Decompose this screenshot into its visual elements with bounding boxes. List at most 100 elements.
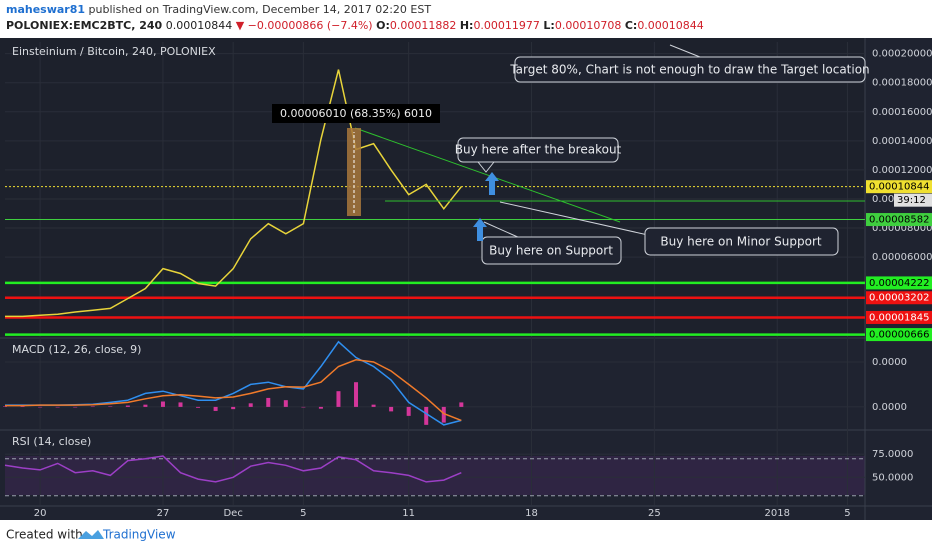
histogram-bar <box>389 406 394 412</box>
annotation: Target 80%, Chart is not enough to draw … <box>509 63 869 77</box>
histogram-bar <box>248 403 253 407</box>
y-tick-label: 0.00006000 <box>872 252 932 263</box>
trendline <box>354 127 621 223</box>
histogram-bar <box>231 406 236 410</box>
callout <box>457 137 619 163</box>
price-level-label: 0.00001845 <box>869 312 929 323</box>
histogram-bar <box>90 406 95 407</box>
countdown-tag <box>894 193 932 207</box>
histogram-bar <box>424 406 429 425</box>
histogram-bar <box>406 406 411 416</box>
histogram-bar <box>125 405 130 407</box>
histogram-bar <box>371 404 376 407</box>
callout <box>514 56 866 83</box>
price-level-tag <box>866 291 932 305</box>
ohlc-value: 0.00011882 <box>390 19 456 32</box>
histogram-bar <box>20 406 25 407</box>
histogram-bar <box>38 406 43 408</box>
symbol: POLONIEX:EMC2BTC, 240 <box>6 19 163 32</box>
histogram-bar <box>318 406 323 409</box>
series-line <box>4 455 462 483</box>
series-line <box>5 69 462 318</box>
price-level-tag <box>866 328 932 342</box>
y-tick-label: 0.0000 <box>872 402 907 413</box>
drawings: 0.00006010 (68.35%) 6010 Target 80%, Cha… <box>272 44 932 342</box>
callout-pointer <box>669 44 701 58</box>
y-tick-label: 50.0000 <box>872 472 913 483</box>
x-tick-label: Dec <box>223 508 242 519</box>
series-line <box>5 359 462 422</box>
pane-title: Einsteinium / Bitcoin, 240, POLONIEX <box>12 45 216 58</box>
measure-label-bg <box>272 104 440 123</box>
countdown: 39:12 <box>897 195 926 206</box>
pane-title: MACD (12, 26, close, 9) <box>12 343 141 356</box>
price-level-label: 0.00004222 <box>869 278 929 289</box>
y-tick-label: 0.00018000 <box>872 78 932 89</box>
histogram-bar <box>301 406 306 408</box>
footer-bg <box>0 520 932 550</box>
histogram-bar <box>459 402 464 407</box>
price-level-label: 0.00000666 <box>869 330 929 341</box>
header-line-1: maheswar81 published on TradingView.com,… <box>6 3 431 16</box>
histogram-bar <box>143 404 148 407</box>
histogram-bar <box>3 406 7 407</box>
histogram-bar <box>336 391 341 407</box>
x-tick-label: 20 <box>34 508 47 519</box>
annotation: Buy here on Minor Support <box>660 235 821 249</box>
header-line-2: POLONIEX:EMC2BTC, 240 0.00010844 ▼ −0.00… <box>6 19 704 32</box>
ohlc-label: O: <box>376 19 390 32</box>
annotation: Buy here after the breakout <box>455 143 622 157</box>
ohlc-value: 0.00010708 <box>555 19 621 32</box>
arrow-up <box>485 172 499 195</box>
price-level-tag <box>866 213 932 227</box>
price-level-label: 0.00008582 <box>869 215 929 226</box>
last-price: 0.00010844 <box>166 19 232 32</box>
y-tick-label: 75.0000 <box>872 449 913 460</box>
pane-title: RSI (14, close) <box>12 435 91 448</box>
rsi-band-fill <box>5 456 865 495</box>
histogram-bar <box>178 402 183 407</box>
ohlc-value: 0.00011977 <box>473 19 539 32</box>
annotation: Buy here on Support <box>489 244 613 258</box>
histogram-bar <box>354 382 359 407</box>
y-tick-label: 0.00008000 <box>872 223 932 234</box>
histogram-bar <box>73 406 78 408</box>
callout-pointer <box>499 201 649 236</box>
histogram-bar <box>55 406 60 408</box>
arrow-up <box>473 218 487 241</box>
y-tick-label: 0.00014000 <box>872 136 932 147</box>
callout <box>644 227 839 256</box>
x-tick-label: 5 <box>300 508 306 519</box>
histogram-bar <box>213 406 218 411</box>
histogram-bar <box>266 397 271 407</box>
header-bg <box>0 0 932 38</box>
ohlc-label: H: <box>460 19 474 32</box>
x-tick-label: 11 <box>402 508 415 519</box>
price-level-tag <box>866 310 932 324</box>
price-level-tag <box>866 276 932 290</box>
ohlc-value: 0.00010844 <box>637 19 703 32</box>
callout-pointer <box>477 161 495 173</box>
price-level-tag <box>866 180 932 194</box>
price-pane <box>0 38 865 338</box>
histogram-bar <box>160 401 165 407</box>
measure-label: 0.00006010 (68.35%) 6010 <box>280 107 432 120</box>
price-level-label: 0.00010844 <box>869 182 929 193</box>
author[interactable]: maheswar81 <box>6 3 85 16</box>
histogram-bar <box>196 406 201 408</box>
y-tick-label: 0.00012000 <box>872 165 932 176</box>
callout <box>481 236 622 265</box>
histogram-bar <box>108 406 113 407</box>
y-tick-label: 0.0000 <box>872 357 907 368</box>
ohlc-label: C: <box>625 19 637 32</box>
histogram-bar <box>283 400 288 407</box>
x-tick-label: 25 <box>648 508 661 519</box>
logo <box>78 530 104 539</box>
x-tick-label: 18 <box>525 508 538 519</box>
change: ▼ −0.00000866 (−7.4%) <box>236 19 373 32</box>
ohlc-label: L: <box>543 19 554 32</box>
callout-pointer <box>483 221 521 239</box>
price-level-label: 0.00003202 <box>869 293 929 304</box>
y-tick-label: 0.00016000 <box>872 107 932 118</box>
footer-brand[interactable]: TradingView <box>102 528 176 542</box>
